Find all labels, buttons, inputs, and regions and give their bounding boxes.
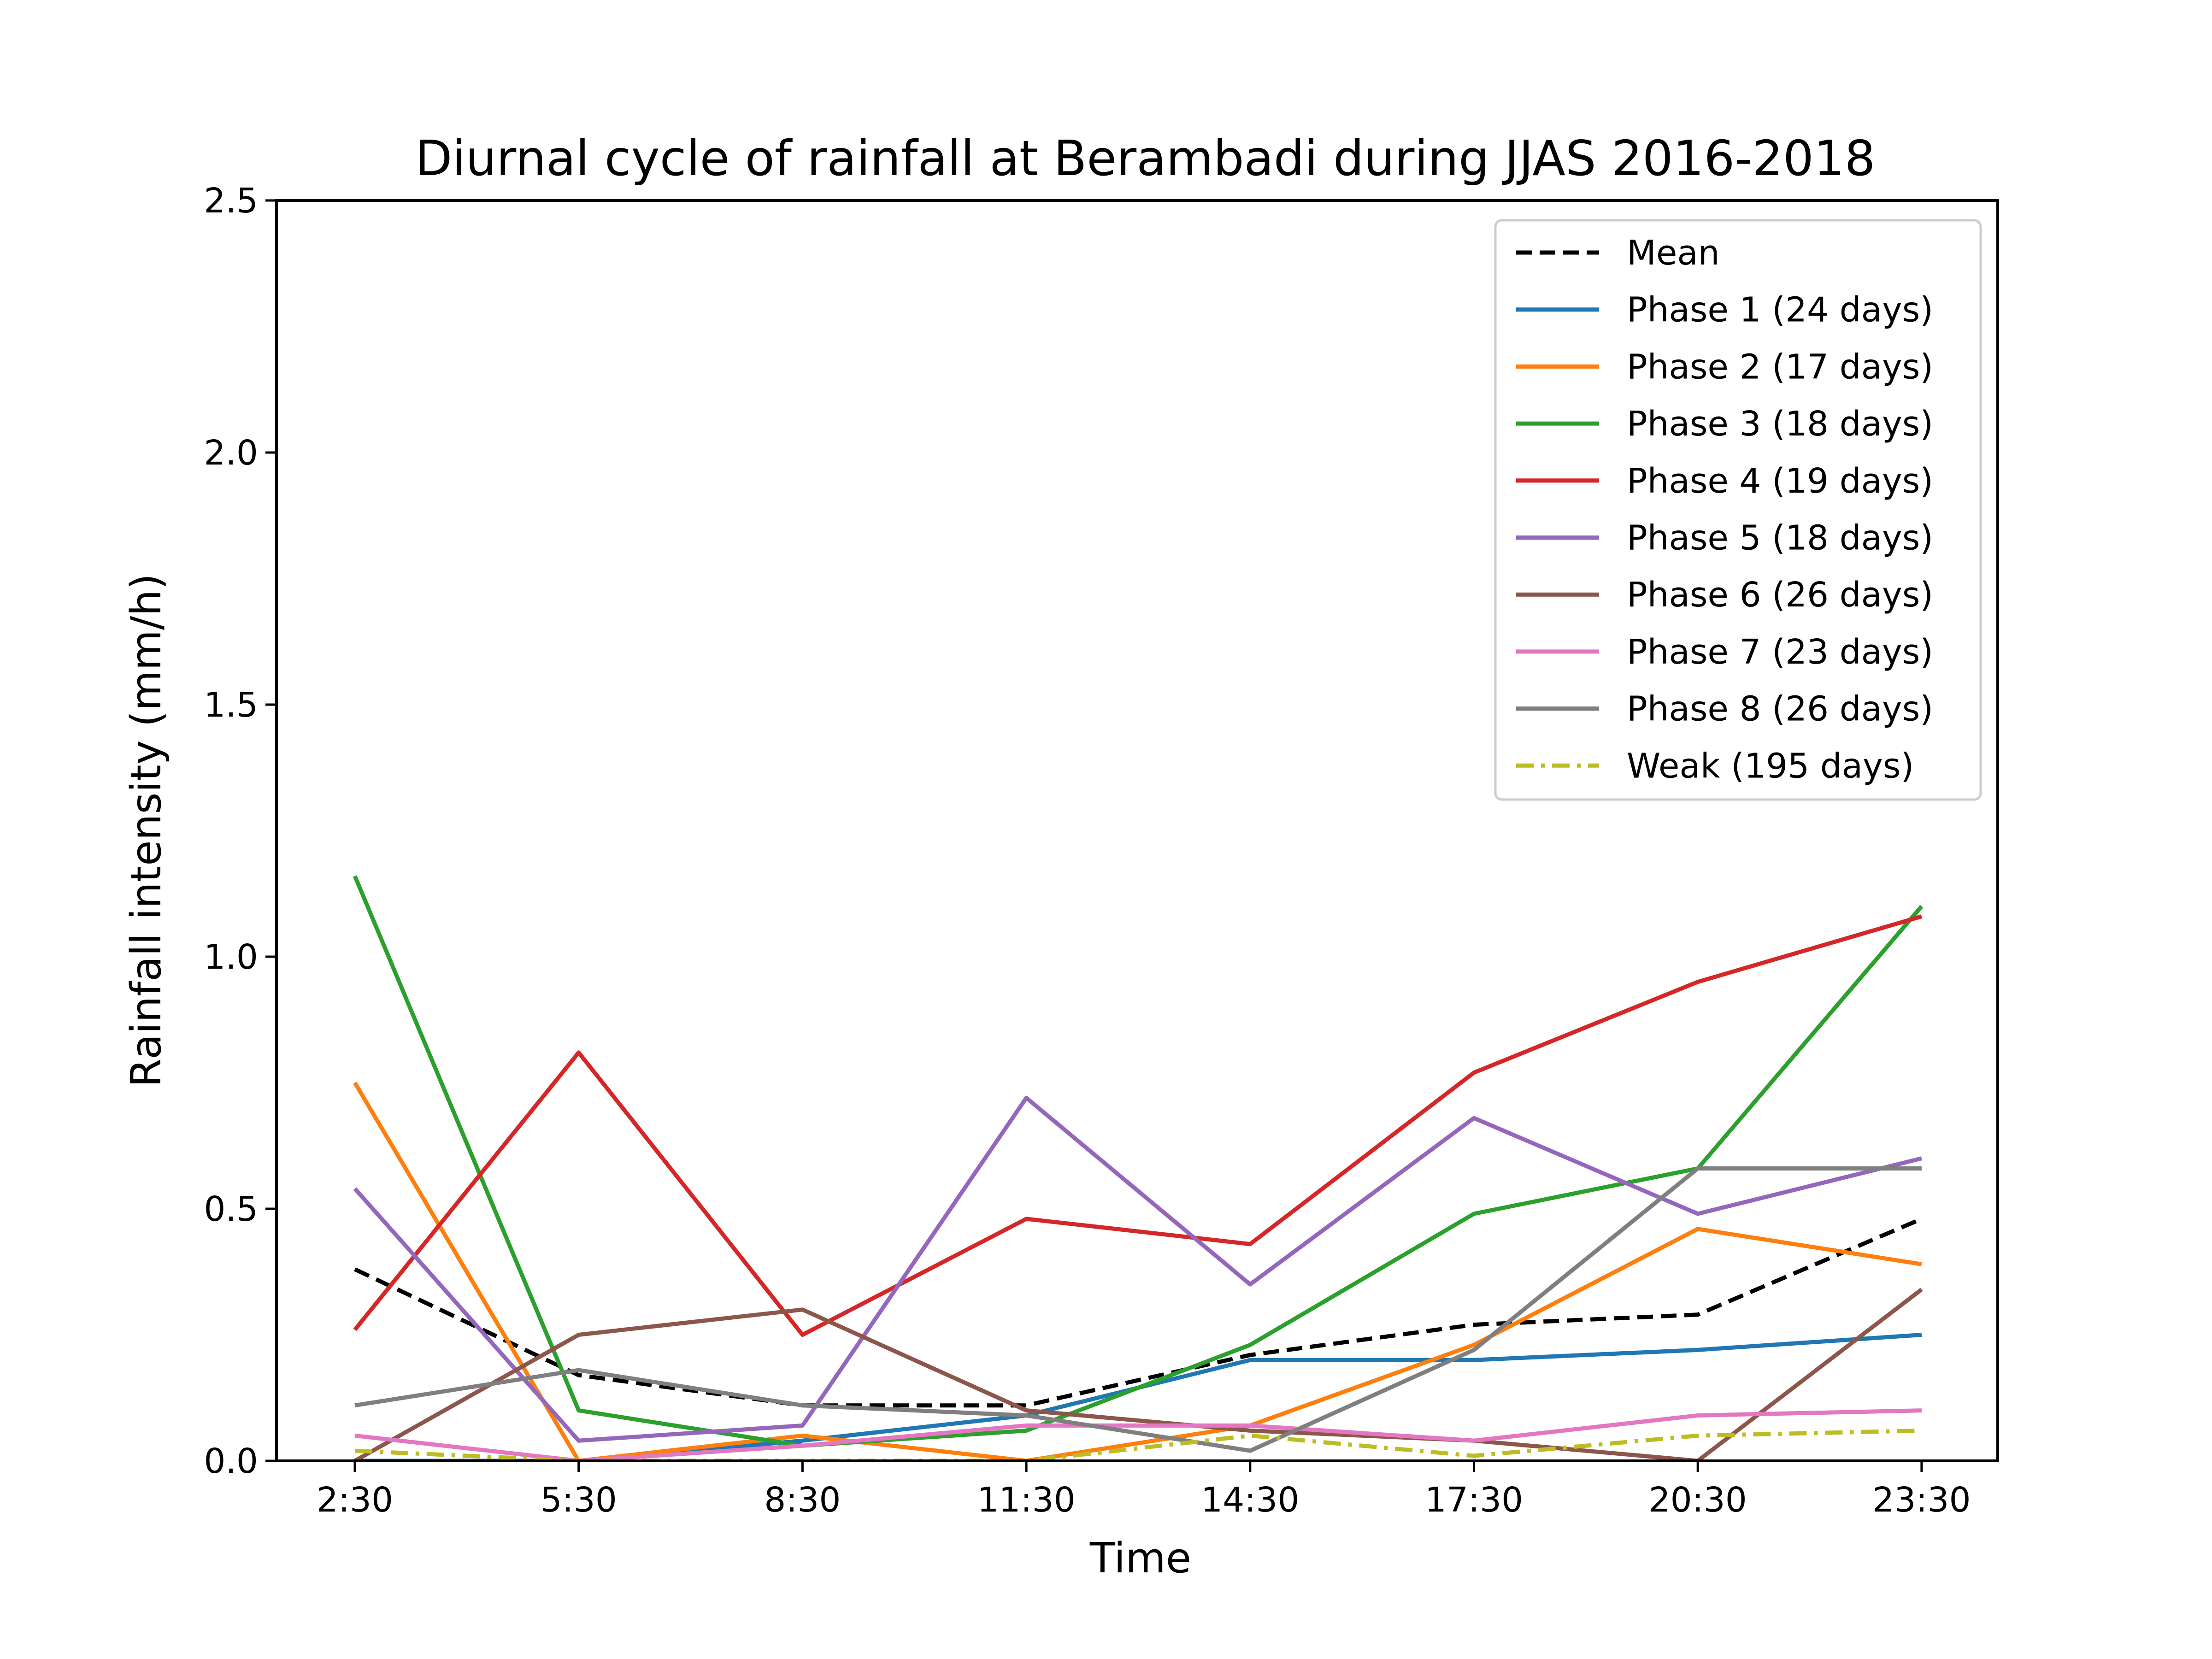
- plot-frame: [275, 199, 1999, 1462]
- legend-label: Phase 6 (26 days): [1627, 575, 1933, 615]
- legend-label: Phase 2 (17 days): [1627, 347, 1933, 387]
- x-axis: 2:30 5:30 8:30 11:30 14:30 17:30 20:30 23:30: [317, 1461, 1971, 1520]
- legend-box: [1494, 219, 1982, 801]
- series-line: [354, 1408, 1922, 1461]
- legend: Mean Phase 1 (24 days) Phase 2 (17 days) Ph…: [1494, 219, 1982, 801]
- legend-label: Phase 4 (19 days): [1627, 461, 1933, 501]
- x-tick-label: 20:30: [1649, 1480, 1747, 1520]
- legend-label: Phase 3 (18 days): [1627, 404, 1933, 444]
- y-tick-label: 0.0: [204, 1441, 258, 1481]
- x-axis-label: Time: [1089, 1534, 1191, 1583]
- y-axis-label: Rainfall intensity (mm/h): [122, 574, 171, 1088]
- series-line: [353, 914, 1923, 1337]
- x-tick-label: 23:30: [1872, 1480, 1971, 1520]
- series-line: [353, 875, 1924, 1448]
- series-line: [353, 1288, 1923, 1461]
- chart-title: Diurnal cycle of rainfall at Berambadi d…: [415, 130, 1876, 187]
- y-tick-label: 1.5: [204, 685, 258, 725]
- x-tick-label: 17:30: [1425, 1480, 1523, 1520]
- y-tick-label: 1.0: [204, 937, 258, 977]
- x-tick-label: 11:30: [977, 1480, 1075, 1520]
- y-axis: 0.0 0.5 1.0 1.5 2.0 2.5: [204, 181, 276, 1481]
- series-line: [354, 1166, 1922, 1453]
- legend-label: Phase 8 (26 days): [1627, 689, 1933, 729]
- legend-label: Phase 1 (24 days): [1627, 290, 1933, 330]
- y-tick-label: 2.5: [204, 181, 258, 221]
- legend-label: Phase 7 (23 days): [1627, 632, 1933, 672]
- x-tick-label: 14:30: [1201, 1480, 1299, 1520]
- y-tick-label: 2.0: [204, 433, 258, 473]
- series-layer: [353, 875, 1924, 1461]
- x-tick-label: 5:30: [541, 1480, 617, 1520]
- legend-label: Weak (195 days): [1627, 746, 1914, 786]
- x-tick-label: 2:30: [317, 1480, 393, 1520]
- y-tick-label: 0.5: [204, 1189, 258, 1229]
- series-line: [354, 1428, 1922, 1461]
- x-tick-label: 8:30: [764, 1480, 841, 1520]
- legend-label: Phase 5 (18 days): [1627, 518, 1933, 558]
- series-line: [354, 1217, 1923, 1408]
- legend-label: Mean: [1627, 233, 1720, 273]
